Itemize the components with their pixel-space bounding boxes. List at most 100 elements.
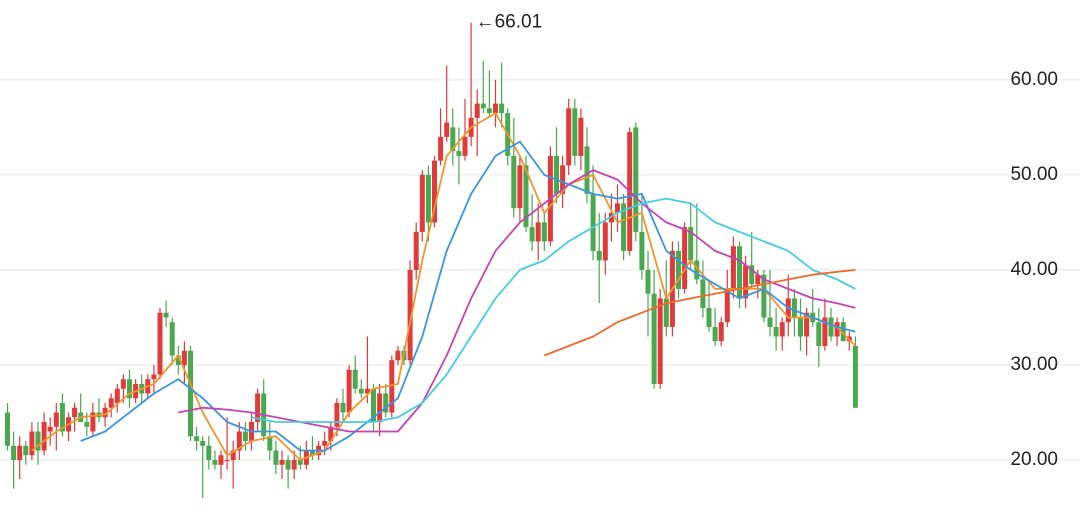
candle-body <box>352 369 358 389</box>
candle-body <box>29 431 35 456</box>
candle-body <box>852 345 858 408</box>
candle-body <box>236 431 242 451</box>
candle-body <box>791 298 797 318</box>
candle-body <box>578 117 584 156</box>
candle-body <box>438 136 444 161</box>
candle-body <box>340 402 346 413</box>
candle-body <box>23 445 29 456</box>
candle-body <box>834 322 840 337</box>
candles <box>5 22 858 499</box>
candle-body <box>663 298 669 327</box>
candle-body <box>840 322 846 342</box>
candle-body <box>297 460 303 465</box>
candle-body <box>102 407 108 418</box>
candle-body <box>493 103 498 114</box>
candle-body <box>480 103 486 109</box>
candle-body <box>230 450 236 461</box>
candle-body <box>90 412 96 432</box>
candle-body <box>407 269 413 361</box>
candle-body <box>279 460 285 465</box>
candle-body <box>474 103 480 118</box>
annotation: ←66.01 <box>476 12 543 33</box>
candle-body <box>767 317 773 327</box>
candle-body <box>41 422 47 451</box>
candle-body <box>779 322 785 337</box>
moving-average-line <box>178 169 856 433</box>
y-tick-label: 50.00 <box>1010 164 1058 185</box>
candle-body <box>621 203 627 251</box>
candle-body <box>511 155 517 209</box>
candle-body <box>218 455 224 465</box>
candle-body <box>419 174 425 232</box>
candle-body <box>120 379 126 389</box>
candle-body <box>181 350 187 365</box>
candle-body <box>163 312 169 318</box>
candle-body <box>688 227 694 261</box>
candle-body <box>682 227 688 289</box>
candle-body <box>114 388 120 403</box>
candle-body <box>224 460 230 462</box>
candle-body <box>566 108 572 166</box>
candle-body <box>395 350 401 361</box>
candle-body <box>608 212 614 223</box>
candle-body <box>822 317 828 346</box>
candle-body <box>798 317 803 337</box>
candle-body <box>59 402 65 432</box>
candle-body <box>486 108 492 114</box>
candle-body <box>169 322 175 356</box>
candle-body <box>53 412 59 427</box>
candle-body <box>529 227 535 242</box>
candle-body <box>432 160 437 223</box>
candle-body <box>590 193 596 251</box>
candle-body <box>676 250 681 289</box>
candle-body <box>175 355 181 365</box>
candle-body <box>255 393 261 423</box>
candle-body <box>35 431 41 451</box>
candle-body <box>413 231 419 270</box>
candle-body <box>328 426 334 442</box>
candle-body <box>700 279 706 308</box>
candle-body <box>737 246 742 299</box>
moving-average-line <box>543 269 856 357</box>
candle-body <box>108 398 114 408</box>
candle-body <box>334 402 340 427</box>
candle-body <box>749 265 755 285</box>
candle-body <box>377 393 383 423</box>
candle-body <box>462 136 468 156</box>
candle-body <box>761 274 767 318</box>
candle-body <box>17 445 23 461</box>
candle-body <box>554 155 559 194</box>
candle-body <box>273 450 279 465</box>
candle-body <box>572 108 578 156</box>
candle-body <box>694 260 700 280</box>
candle-body <box>11 445 17 461</box>
candle-body <box>47 426 53 432</box>
moving-average-line <box>251 197 856 423</box>
candle-body <box>322 441 328 446</box>
candle-body <box>785 298 791 323</box>
candle-body <box>651 293 657 384</box>
candle-body <box>828 317 834 337</box>
candle-body <box>188 350 193 437</box>
candle-body <box>358 388 364 394</box>
candle-body <box>267 436 273 451</box>
candle-body <box>84 422 90 427</box>
y-tick-label: 60.00 <box>1010 69 1058 90</box>
candle-body <box>456 151 462 156</box>
candle-body <box>72 407 78 418</box>
candle-body <box>157 312 163 375</box>
y-tick-label: 30.00 <box>1010 354 1058 375</box>
candle-body <box>364 388 370 394</box>
candle-body <box>657 298 663 384</box>
candle-body <box>633 127 639 232</box>
candle-body <box>645 269 651 294</box>
candle-body <box>389 360 395 413</box>
candle-body <box>206 445 212 461</box>
candle-body <box>5 412 10 446</box>
candle-body <box>816 322 822 346</box>
candle-body <box>371 388 376 423</box>
candle-body <box>718 322 724 342</box>
candle-body <box>194 436 200 442</box>
